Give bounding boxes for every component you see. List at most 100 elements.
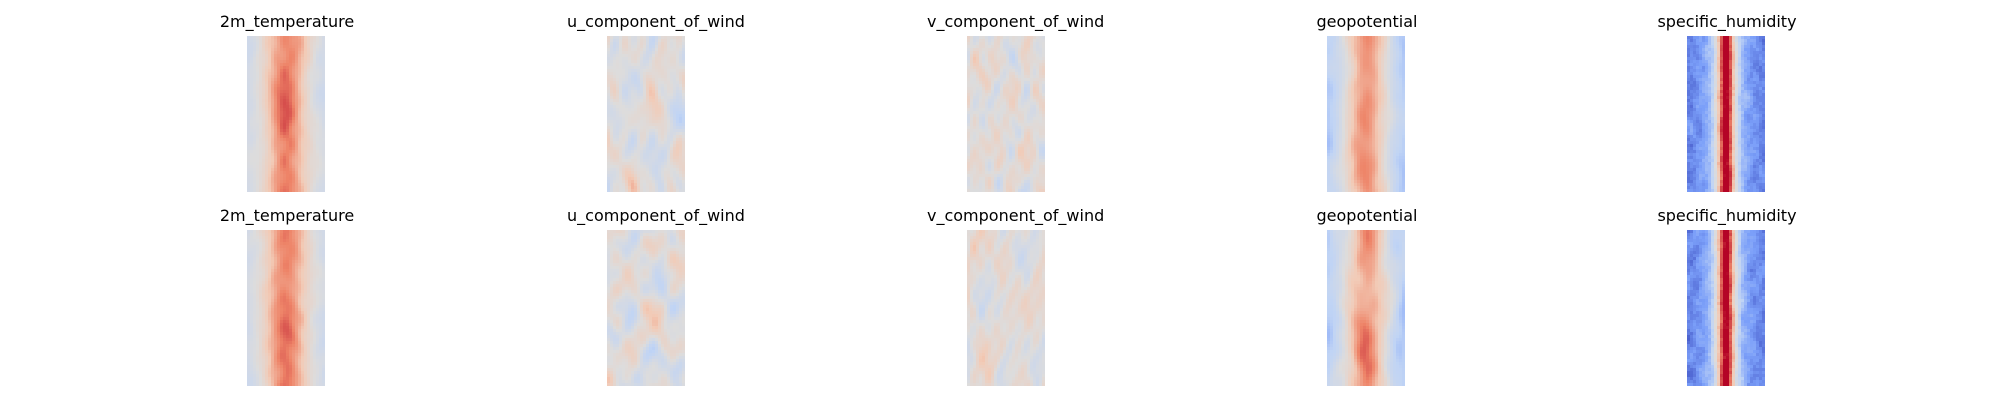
heatmap-cell (1030, 108, 1034, 112)
heatmap-cell (1036, 186, 1040, 190)
heatmap-cell (994, 48, 998, 52)
heatmap-cell (1024, 42, 1028, 46)
heatmap-cell (1384, 72, 1388, 76)
heatmap-cell (1357, 138, 1361, 142)
heatmap-cell (274, 189, 278, 192)
heatmap-cell (1360, 90, 1364, 94)
heatmap-cell (985, 96, 989, 100)
heatmap-cell (1039, 150, 1043, 154)
heatmap-cell (631, 60, 635, 64)
heatmap-cell (616, 48, 620, 52)
heatmap-cell (1339, 54, 1343, 58)
heatmap-cell (676, 99, 680, 103)
heatmap-cell (262, 126, 266, 130)
heatmap-cell (967, 138, 971, 142)
heatmap-cell (1384, 114, 1388, 118)
heatmap-cell (247, 42, 251, 46)
heatmap-cell (637, 144, 641, 148)
heatmap-cell (994, 45, 998, 49)
heatmap-cell (268, 60, 272, 64)
heatmap-cell (289, 144, 293, 148)
heatmap-cell (670, 177, 674, 181)
heatmap-cell (1030, 90, 1034, 94)
heatmap-cell (289, 81, 293, 85)
heatmap-cell (310, 90, 314, 94)
heatmap-cell (1351, 87, 1355, 91)
heatmap-cell (1015, 108, 1019, 112)
heatmap-cell (1339, 42, 1343, 46)
heatmap-cell (661, 162, 665, 166)
heatmap-cell (628, 186, 632, 190)
heatmap-cell (268, 168, 272, 172)
heatmap-cell (1033, 126, 1037, 130)
heatmap-cell (1339, 102, 1343, 106)
heatmap-cell (1342, 135, 1346, 139)
heatmap-cell (649, 129, 653, 133)
heatmap-cell (649, 117, 653, 121)
heatmap-cell (256, 96, 260, 100)
heatmap-cell (1333, 87, 1337, 91)
heatmap-cell (316, 108, 320, 112)
heatmap-cell (622, 75, 626, 79)
heatmap-cell (307, 57, 311, 61)
heatmap-cell (1015, 138, 1019, 142)
heatmap-cell (1018, 84, 1022, 88)
heatmap-cell (289, 102, 293, 106)
heatmap-cell (1036, 78, 1040, 82)
heatmap-cell (1378, 36, 1382, 40)
heatmap-cell (652, 168, 656, 172)
heatmap-cell (640, 75, 644, 79)
heatmap-cell (673, 159, 677, 163)
heatmap-cell (1033, 168, 1037, 172)
heatmap-cell (277, 138, 281, 142)
heatmap-cell (976, 57, 980, 61)
heatmap-cell (1033, 162, 1037, 166)
heatmap-cell (649, 57, 653, 61)
heatmap-cell (1039, 69, 1043, 73)
heatmap-cell (265, 174, 269, 178)
heatmap-cell (640, 105, 644, 109)
heatmap-cell (1345, 36, 1349, 40)
heatmap-cell (1348, 54, 1352, 58)
heatmap-cell (1387, 120, 1391, 124)
heatmap-geopotential (1327, 36, 1405, 192)
heatmap-cell (664, 108, 668, 112)
heatmap-cell (664, 156, 668, 160)
heatmap-cell (637, 39, 641, 43)
heatmap-cell (991, 138, 995, 142)
heatmap-cell (1351, 138, 1355, 142)
heatmap-cell (1000, 156, 1004, 160)
heatmap-cell (1381, 123, 1385, 127)
heatmap-cell (304, 138, 308, 142)
heatmap-cell (1036, 45, 1040, 49)
heatmap-cell (973, 132, 977, 136)
heatmap-cell (289, 48, 293, 52)
heatmap-cell (1336, 96, 1340, 100)
heatmap-cell (682, 51, 685, 55)
heatmap-cell (319, 141, 323, 145)
heatmap-cell (622, 129, 626, 133)
heatmap-cell (298, 156, 302, 160)
heatmap-cell (265, 84, 269, 88)
heatmap-cell (607, 87, 611, 91)
heatmap-cell (637, 75, 641, 79)
heatmap-cell (625, 186, 629, 190)
heatmap-cell (667, 96, 671, 100)
heatmap-cell (1012, 117, 1016, 121)
heatmap-cell (256, 105, 260, 109)
heatmap-cell (301, 174, 305, 178)
heatmap-cell (967, 93, 971, 97)
heatmap-cell (322, 189, 325, 192)
heatmap-cell (1342, 66, 1346, 70)
heatmap-cell (652, 123, 656, 127)
heatmap-cell (274, 69, 278, 73)
heatmap-cell (634, 123, 638, 127)
heatmap-cell (1387, 75, 1391, 79)
heatmap-cell (283, 96, 287, 100)
heatmap-cell (658, 36, 662, 40)
heatmap-cell (1036, 51, 1040, 55)
heatmap-cell (289, 180, 293, 184)
heatmap-cell (1336, 84, 1340, 88)
heatmap-cell (1027, 168, 1031, 172)
heatmap-cell (1390, 138, 1394, 142)
